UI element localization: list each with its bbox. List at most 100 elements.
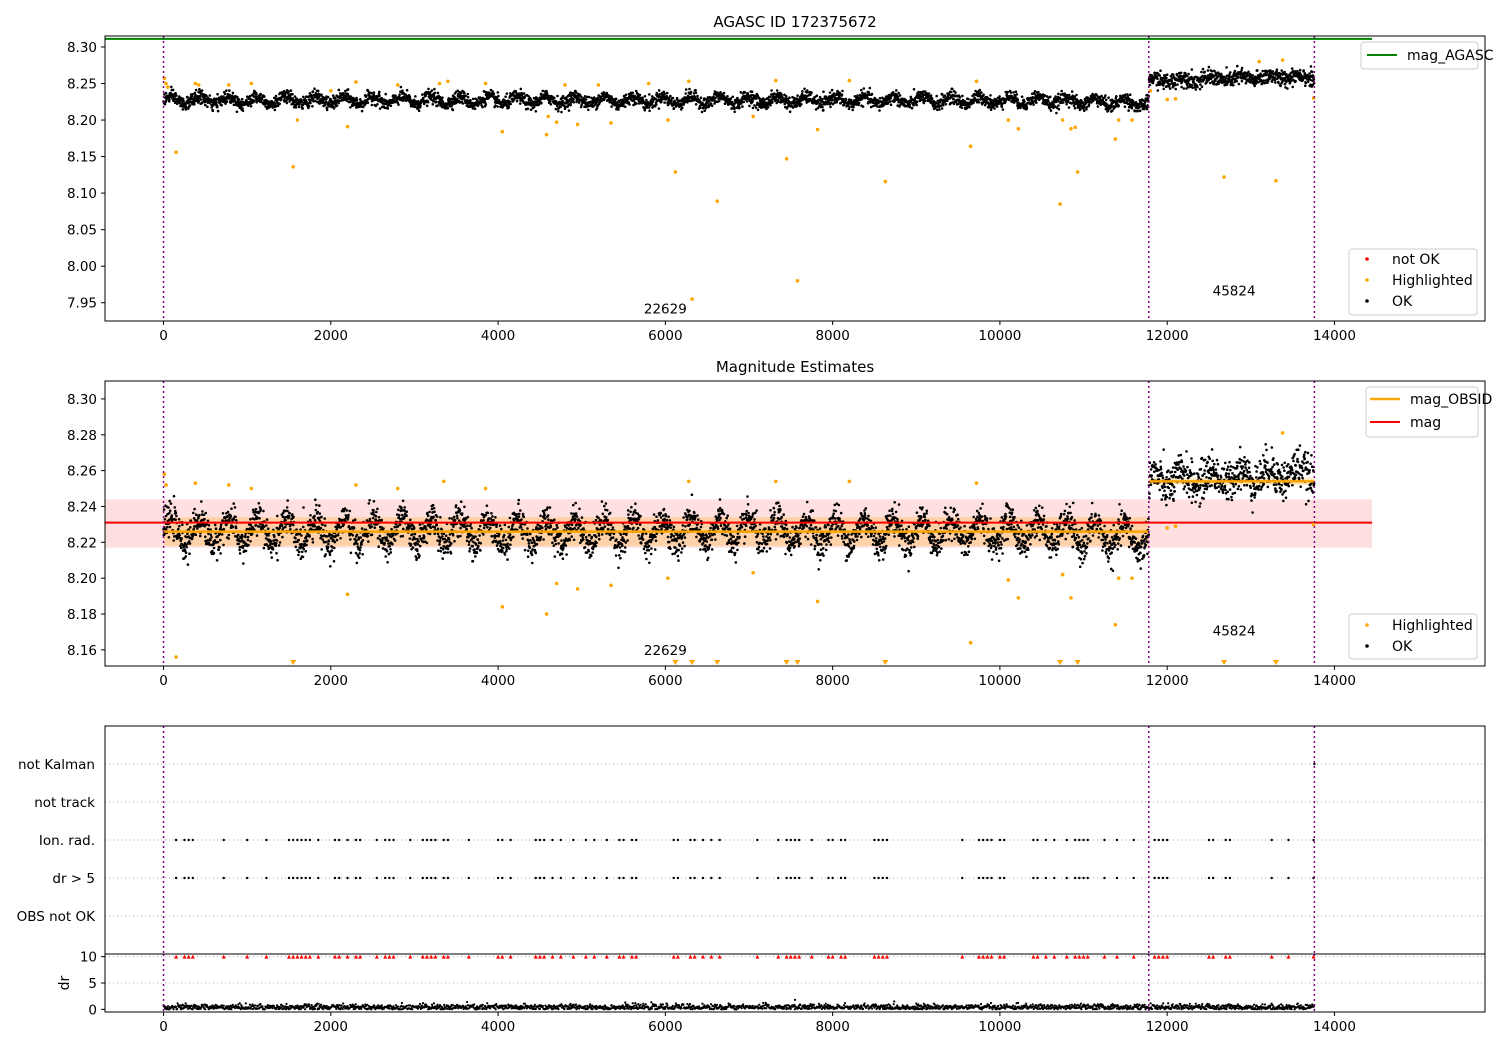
highlighted-point	[974, 79, 979, 84]
ok-point	[1006, 90, 1009, 94]
ok-point	[1052, 103, 1055, 106]
ok-point	[1150, 73, 1153, 77]
highlighted-point	[596, 83, 601, 87]
ok-point	[179, 546, 183, 550]
ok-point	[311, 90, 315, 93]
ok-point	[204, 511, 208, 515]
ok-point	[435, 100, 438, 104]
highlighted-point	[575, 122, 580, 127]
ok-point	[227, 97, 231, 100]
ok-point	[1210, 70, 1214, 73]
ok-point	[796, 94, 799, 97]
ok-point	[892, 91, 895, 94]
ok-point	[262, 95, 266, 98]
ok-point	[1148, 83, 1152, 87]
ok-point	[1303, 72, 1307, 75]
highlighted-point	[1006, 118, 1011, 122]
ok-point	[729, 97, 733, 100]
ok-point	[1306, 80, 1310, 84]
ok-point	[216, 105, 219, 109]
ok-point	[839, 101, 842, 105]
ok-point	[1190, 68, 1194, 71]
ok-point	[240, 100, 243, 104]
ok-point	[822, 108, 825, 112]
panel-agasc-xtick-label: 12000	[1146, 328, 1189, 344]
ok-point	[282, 89, 286, 93]
ok-point	[587, 108, 590, 112]
ok-point	[286, 499, 290, 502]
ok-point	[344, 89, 347, 93]
panel-agasc-xtick-label: 2000	[314, 328, 348, 344]
ok-point	[1015, 93, 1019, 96]
ok-point	[206, 105, 209, 109]
ok-point	[199, 98, 203, 101]
ok-point	[455, 97, 459, 101]
ok-point	[696, 94, 699, 98]
ok-point	[285, 506, 289, 509]
ok-point	[1201, 67, 1205, 71]
ok-point	[220, 533, 224, 536]
ok-point	[246, 535, 250, 539]
ok-point	[572, 98, 575, 101]
ok-point	[799, 100, 802, 103]
ok-point	[311, 537, 314, 541]
ok-point	[227, 533, 231, 537]
ok-point	[635, 102, 638, 105]
ok-point	[433, 87, 436, 91]
highlighted-point	[329, 89, 333, 93]
ok-point	[910, 106, 914, 110]
ok-point	[426, 100, 430, 104]
ok-point	[1168, 87, 1172, 90]
ok-point	[378, 94, 381, 98]
ok-point	[198, 94, 202, 98]
ok-point	[1156, 77, 1159, 80]
ok-point	[313, 514, 316, 518]
ok-point	[1055, 111, 1058, 115]
ok-point	[291, 513, 294, 516]
ok-point	[868, 86, 872, 90]
ok-point	[1203, 70, 1206, 74]
ok-point	[313, 87, 316, 90]
ok-point	[219, 552, 222, 555]
ok-point	[260, 97, 264, 101]
highlighted-point	[1113, 137, 1118, 141]
ok-point	[247, 543, 250, 547]
ok-point	[998, 95, 1001, 98]
ok-point	[675, 96, 679, 100]
ok-point	[178, 101, 182, 105]
ok-point	[694, 103, 698, 106]
ok-point	[335, 104, 339, 107]
ok-point	[273, 535, 276, 539]
ok-point	[497, 94, 500, 98]
ok-point	[1155, 83, 1158, 87]
ok-point	[1000, 105, 1004, 108]
highlighted-points	[162, 58, 1316, 301]
ok-point	[216, 540, 220, 544]
ok-point	[213, 523, 217, 527]
ok-point	[349, 106, 352, 109]
ok-point	[223, 92, 227, 96]
ok-point	[496, 91, 500, 94]
ok-point	[856, 94, 859, 97]
ok-point	[800, 102, 803, 106]
ok-point	[446, 106, 450, 110]
ok-point	[398, 93, 401, 96]
ok-point	[739, 91, 743, 94]
ok-point	[660, 100, 663, 104]
ok-point	[519, 102, 522, 105]
ok-point	[218, 532, 221, 536]
ok-point	[960, 106, 964, 109]
ok-point	[342, 92, 346, 95]
ok-point	[218, 546, 221, 549]
ok-point	[1107, 96, 1110, 99]
ok-point	[270, 556, 274, 559]
ok-point	[168, 499, 171, 503]
ok-point	[182, 99, 185, 103]
ok-point	[584, 98, 588, 101]
ok-point	[246, 538, 250, 542]
obsid-label: 45824	[1213, 283, 1256, 299]
ok-point	[193, 507, 196, 511]
ok-point	[164, 91, 168, 95]
ok-point	[405, 99, 408, 102]
ok-point	[680, 106, 684, 109]
